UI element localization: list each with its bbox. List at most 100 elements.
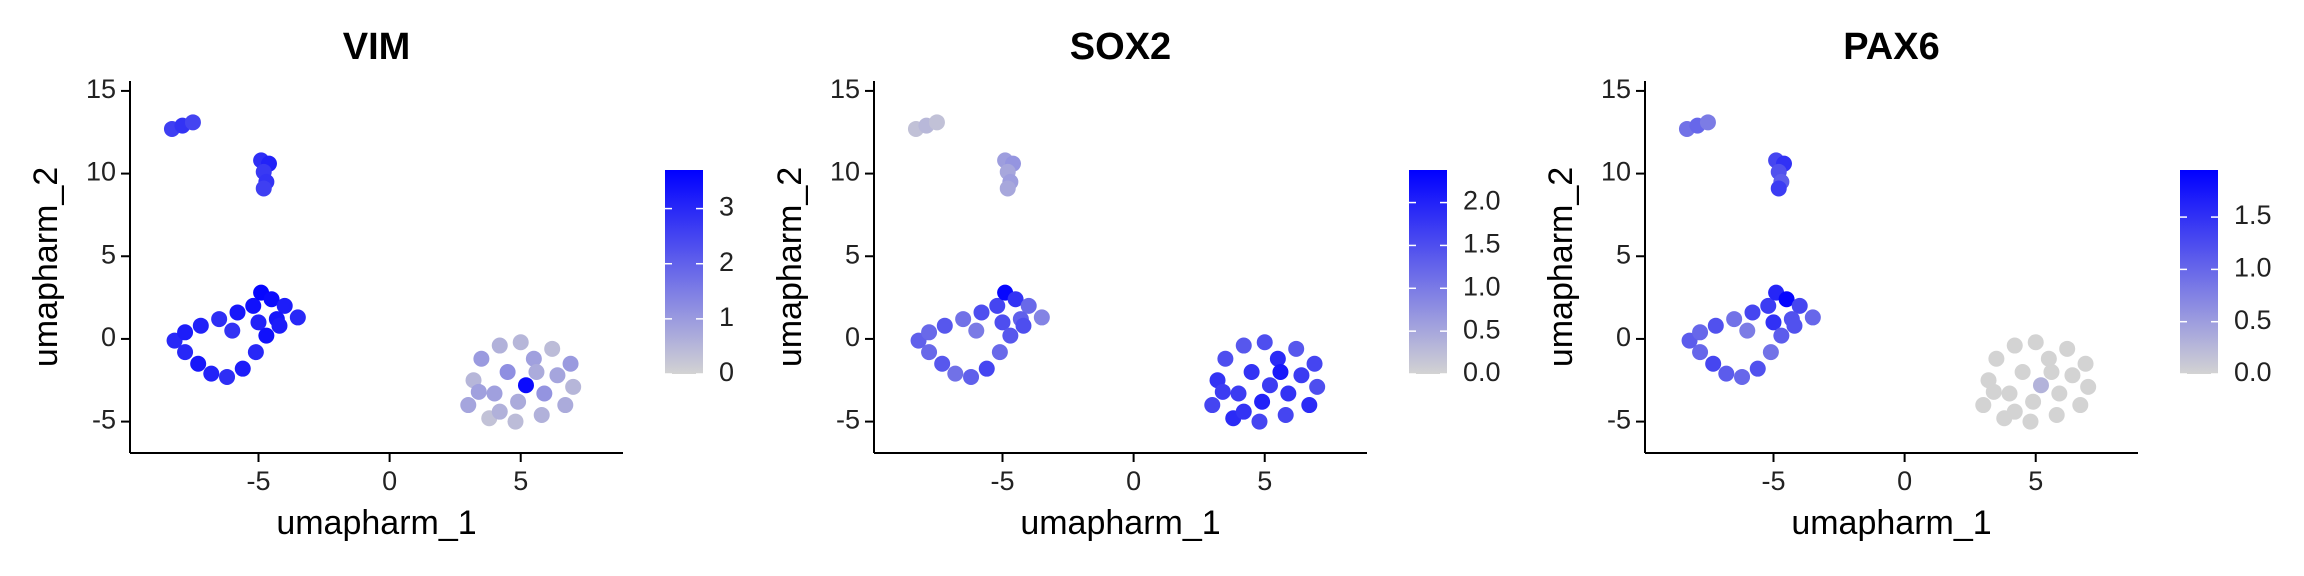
point — [1988, 350, 2005, 367]
point — [2043, 363, 2060, 380]
y-axis-label: umapharm_2 — [27, 167, 65, 367]
point — [2040, 350, 2057, 367]
colorbar-tick-label: 0.0 — [2234, 357, 2272, 387]
point — [1699, 114, 1716, 131]
point — [2001, 385, 2018, 402]
y-tick-label: 10 — [830, 157, 860, 187]
point — [1762, 344, 1779, 361]
point — [1280, 385, 1297, 402]
point — [1707, 317, 1724, 334]
point — [1235, 403, 1252, 420]
x-tick-label: 5 — [513, 466, 528, 496]
point — [973, 304, 990, 321]
point — [1217, 350, 1234, 367]
point — [2048, 406, 2065, 423]
point — [2006, 337, 2023, 354]
point — [219, 368, 236, 385]
point — [2080, 378, 2097, 395]
point — [276, 297, 293, 314]
point — [2072, 397, 2089, 414]
point — [1744, 304, 1761, 321]
point — [525, 350, 542, 367]
x-axis-label: umapharm_1 — [1791, 504, 1991, 542]
point — [1705, 355, 1722, 372]
point — [2059, 340, 2076, 357]
point — [1214, 383, 1231, 400]
point — [1985, 383, 2002, 400]
point — [968, 322, 985, 339]
point — [473, 350, 490, 367]
point — [1251, 413, 1268, 430]
point — [258, 327, 275, 344]
point — [1749, 360, 1766, 377]
point — [1272, 363, 1289, 380]
colorbar — [665, 170, 703, 374]
point — [921, 324, 938, 341]
point — [1734, 368, 1751, 385]
y-tick-label: 10 — [1601, 157, 1631, 187]
point — [211, 311, 228, 328]
chart-title: SOX2 — [1070, 26, 1171, 68]
point — [947, 365, 964, 382]
point — [499, 363, 516, 380]
point — [1261, 377, 1278, 394]
x-tick-label: -5 — [990, 466, 1014, 496]
point — [229, 304, 246, 321]
y-tick-label: 15 — [86, 74, 116, 104]
colorbar-tick-label: 0.5 — [1463, 314, 1501, 344]
point — [565, 378, 582, 395]
point — [289, 309, 306, 326]
point — [1015, 317, 1032, 334]
point — [963, 368, 980, 385]
point — [1033, 309, 1050, 326]
point — [491, 403, 508, 420]
x-axis-label: umapharm_1 — [276, 504, 476, 542]
point — [1778, 291, 1795, 308]
point — [486, 385, 503, 402]
point — [1243, 363, 1260, 380]
x-tick-label: 0 — [1126, 466, 1141, 496]
point — [1288, 340, 1305, 357]
point — [470, 383, 487, 400]
point — [533, 406, 550, 423]
point — [991, 344, 1008, 361]
point — [255, 180, 272, 197]
point — [1718, 365, 1735, 382]
point — [2014, 363, 2031, 380]
point — [528, 363, 545, 380]
point — [1256, 334, 1273, 351]
point — [1020, 297, 1037, 314]
point — [1975, 397, 1992, 414]
point — [1002, 327, 1019, 344]
point — [928, 114, 945, 131]
point — [245, 297, 262, 314]
y-tick-label: -5 — [1607, 405, 1631, 435]
point — [234, 360, 251, 377]
point — [192, 317, 209, 334]
point — [1235, 337, 1252, 354]
point — [1301, 397, 1318, 414]
colorbar — [1409, 170, 1447, 374]
colorbar-tick-label: 1.5 — [2234, 200, 2272, 230]
point — [491, 337, 508, 354]
y-tick-label: -5 — [92, 405, 116, 435]
y-axis-label: umapharm_2 — [771, 167, 809, 367]
x-tick-label: 0 — [382, 466, 397, 496]
y-tick-label: 5 — [845, 239, 860, 269]
point — [2025, 393, 2042, 410]
point — [1765, 314, 1782, 331]
x-axis-label: umapharm_1 — [1020, 504, 1220, 542]
point — [562, 355, 579, 372]
point — [1306, 355, 1323, 372]
point — [2022, 413, 2039, 430]
point — [549, 367, 566, 384]
y-tick-label: -5 — [836, 405, 860, 435]
y-tick-label: 0 — [101, 322, 116, 352]
point — [2077, 355, 2094, 372]
point — [1786, 317, 1803, 334]
point — [1254, 393, 1271, 410]
x-tick-label: -5 — [246, 466, 270, 496]
chart-title: PAX6 — [1843, 26, 1939, 68]
